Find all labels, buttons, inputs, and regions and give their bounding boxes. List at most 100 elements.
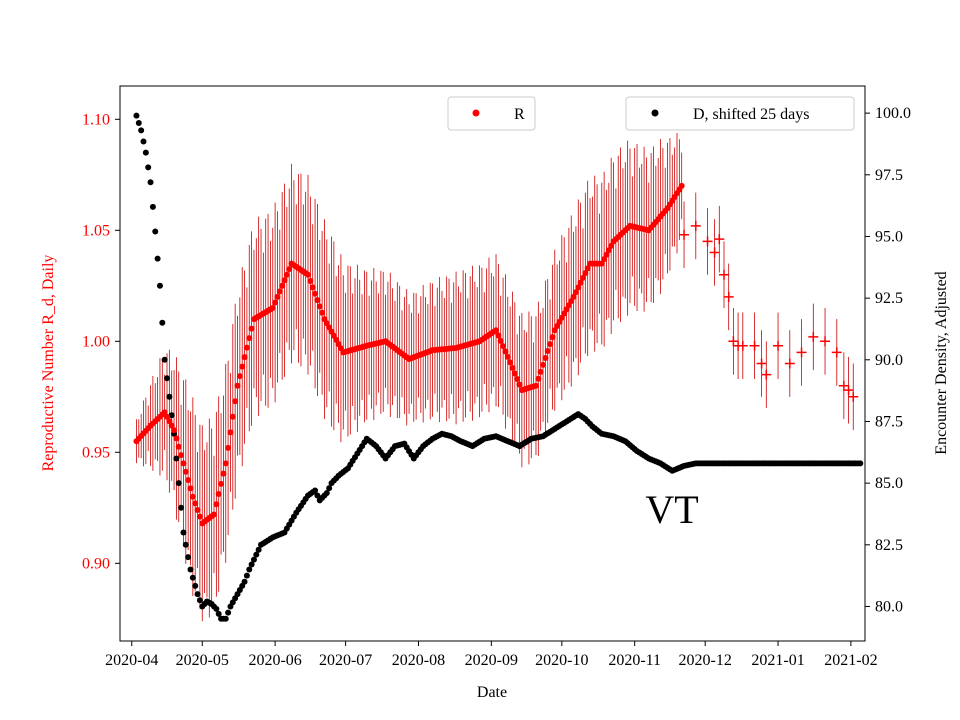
- r-point: [189, 493, 196, 500]
- x-tick-label: 2021-02: [824, 652, 877, 669]
- r-point: [514, 376, 521, 383]
- y-right-tick-label: 82.5: [875, 537, 903, 554]
- d-point: [178, 504, 185, 511]
- y-axis-right: 80.0 82.5 85.0 87.5 90.0 92.5 95.0 97.5 100.0: [865, 105, 911, 615]
- d-point: [248, 561, 255, 568]
- d-point: [215, 610, 222, 617]
- r-point: [173, 435, 180, 442]
- plot-background: [120, 86, 865, 641]
- r-projected-point: [831, 347, 842, 358]
- x-tick-label: 2020-12: [679, 652, 732, 669]
- r-point: [319, 309, 326, 316]
- d-point: [189, 574, 196, 581]
- legend-r-marker: [472, 109, 480, 117]
- r-point: [603, 251, 610, 258]
- y-right-tick-label: 87.5: [875, 413, 903, 430]
- y-left-tick-label: 1.10: [82, 111, 110, 128]
- x-tick-label: 2020-08: [392, 652, 445, 669]
- r-projected-point: [761, 369, 772, 380]
- r-point: [504, 353, 511, 360]
- r-projected-point: [709, 247, 720, 258]
- d-point: [246, 566, 253, 573]
- d-point: [142, 149, 149, 156]
- r-point: [187, 485, 194, 492]
- y-axis-right-label: Encounter Density, Adjusted: [933, 271, 950, 454]
- d-point: [175, 480, 182, 487]
- d-point: [161, 356, 168, 363]
- d-point: [140, 138, 147, 145]
- r-point: [605, 247, 612, 254]
- x-tick-label: 2020-05: [176, 652, 229, 669]
- d-point: [168, 412, 175, 419]
- r-point: [608, 242, 615, 249]
- x-tick-label: 2020-09: [465, 652, 518, 669]
- r-point: [213, 501, 220, 508]
- r-point: [309, 284, 316, 291]
- r-point: [549, 334, 556, 341]
- y-left-tick-label: 1.05: [82, 222, 110, 239]
- r-point: [248, 325, 255, 332]
- r-point: [286, 266, 293, 273]
- r-point: [246, 335, 253, 342]
- d-point: [255, 546, 262, 553]
- r-point: [276, 288, 283, 295]
- r-point: [218, 480, 225, 487]
- d-point: [156, 282, 163, 289]
- r-projected-point: [820, 336, 831, 347]
- r-projected-point: [728, 336, 739, 347]
- legend-d-marker: [651, 109, 659, 117]
- r-projected-point: [718, 269, 729, 280]
- d-point: [145, 164, 152, 171]
- legend-r-label: R: [514, 106, 525, 123]
- x-axis-label: Date: [477, 684, 507, 701]
- y-right-tick-label: 95.0: [875, 228, 903, 245]
- y-left-tick-label: 1.00: [82, 333, 110, 350]
- y-right-tick-label: 80.0: [875, 598, 903, 615]
- r-point: [161, 409, 168, 416]
- r-projected-point: [843, 385, 854, 396]
- r-point: [516, 381, 523, 388]
- r-point: [537, 368, 544, 375]
- r-projected-point: [848, 391, 859, 402]
- r-projected-point: [714, 234, 725, 245]
- r-point: [532, 382, 539, 389]
- d-point: [152, 228, 159, 235]
- r-point: [185, 477, 192, 484]
- r-point: [236, 373, 243, 380]
- d-point: [133, 112, 140, 119]
- r-projected-point: [690, 220, 701, 231]
- d-point: [323, 490, 330, 496]
- y-right-tick-label: 85.0: [875, 475, 903, 492]
- r-point: [598, 260, 605, 267]
- d-point: [194, 591, 201, 598]
- r-point: [180, 460, 187, 467]
- legend-r-box: [447, 96, 536, 131]
- r-point: [582, 270, 589, 277]
- r-point: [241, 354, 248, 361]
- legend-r: R: [447, 96, 536, 131]
- legend-d-box: [625, 96, 855, 131]
- r-point: [314, 297, 321, 304]
- r-projected-group: [679, 192, 859, 431]
- d-point: [159, 319, 166, 326]
- d-point: [147, 179, 154, 186]
- r-point: [281, 277, 288, 284]
- r-point: [182, 468, 189, 475]
- x-tick-label: 2020-07: [319, 652, 372, 669]
- r-projected-point: [737, 340, 748, 351]
- r-point: [678, 182, 685, 189]
- r-projected-point: [808, 331, 819, 342]
- r-projected-point: [756, 358, 767, 369]
- r-point: [220, 470, 227, 477]
- y-left-tick-label: 0.90: [82, 555, 110, 572]
- r-series-group: [133, 182, 685, 527]
- r-projected-point: [796, 347, 807, 358]
- d-point: [312, 487, 319, 494]
- r-projected-point: [773, 340, 784, 351]
- region-annotation: VT: [645, 487, 698, 532]
- r-point: [175, 443, 182, 450]
- d-point: [213, 605, 220, 612]
- r-point: [316, 303, 323, 310]
- d-point: [253, 551, 260, 558]
- r-point: [570, 293, 577, 300]
